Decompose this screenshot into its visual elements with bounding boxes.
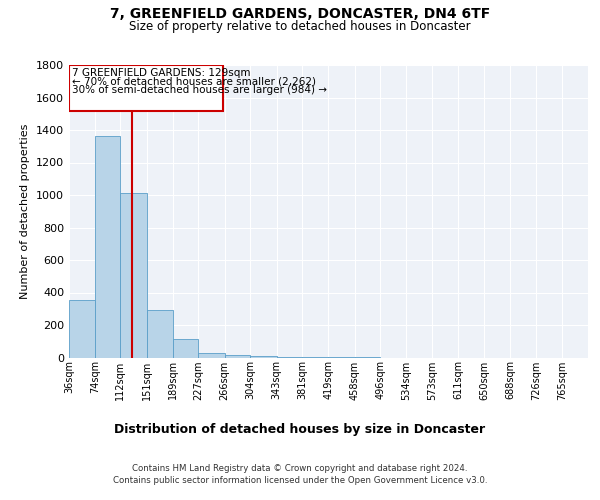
Text: 7 GREENFIELD GARDENS: 129sqm: 7 GREENFIELD GARDENS: 129sqm <box>72 68 250 78</box>
Bar <box>69 300 95 358</box>
Bar <box>198 352 224 358</box>
Text: Contains HM Land Registry data © Crown copyright and database right 2024.: Contains HM Land Registry data © Crown c… <box>132 464 468 473</box>
Bar <box>121 192 147 358</box>
Text: 30% of semi-detached houses are larger (984) →: 30% of semi-detached houses are larger (… <box>72 85 327 95</box>
Text: Distribution of detached houses by size in Doncaster: Distribution of detached houses by size … <box>115 422 485 436</box>
Bar <box>147 310 173 358</box>
Bar <box>95 136 121 358</box>
Bar <box>173 339 198 357</box>
Text: 7, GREENFIELD GARDENS, DONCASTER, DN4 6TF: 7, GREENFIELD GARDENS, DONCASTER, DN4 6T… <box>110 8 490 22</box>
Y-axis label: Number of detached properties: Number of detached properties <box>20 124 31 299</box>
Bar <box>250 356 277 358</box>
Text: ← 70% of detached houses are smaller (2,262): ← 70% of detached houses are smaller (2,… <box>72 76 316 86</box>
Text: Contains public sector information licensed under the Open Government Licence v3: Contains public sector information licen… <box>113 476 487 485</box>
FancyBboxPatch shape <box>69 65 223 110</box>
Text: Size of property relative to detached houses in Doncaster: Size of property relative to detached ho… <box>129 20 471 33</box>
Bar <box>224 355 250 358</box>
Bar <box>277 356 302 358</box>
